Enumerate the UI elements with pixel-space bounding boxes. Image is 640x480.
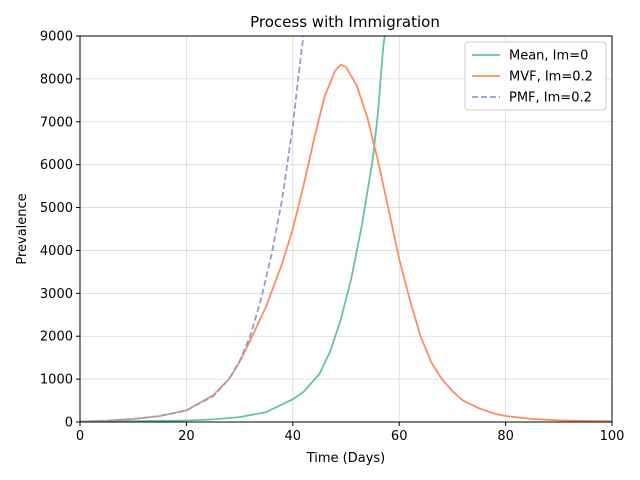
y-tick-label: 5000 [40, 201, 73, 216]
y-tick-label: 6000 [40, 158, 73, 173]
x-tick-label: 0 [76, 429, 84, 444]
legend-box [464, 41, 607, 111]
legend-label-0: Mean, Im=0 [509, 49, 588, 64]
x-tick-label: 20 [178, 429, 195, 444]
series-line-1 [80, 63, 612, 422]
series-line-0 [80, 36, 386, 422]
y-tick-label: 3000 [40, 287, 73, 302]
legend: Mean, Im=0 MVF, Im=0.2 PMF, Im=0.2 [464, 41, 607, 111]
y-tick-label: 1000 [40, 373, 73, 388]
y-tick-label: 0 [65, 416, 73, 431]
legend-label-1: MVF, Im=0.2 [509, 70, 593, 85]
y-tick-label: 7000 [40, 115, 73, 130]
x-tick-label: 80 [497, 429, 514, 444]
series-line-2 [80, 36, 305, 422]
legend-label-2: PMF, Im=0.2 [509, 91, 592, 106]
y-tick-label: 9000 [40, 30, 73, 45]
y-tick-label: 4000 [40, 244, 73, 259]
x-tick-label: 100 [600, 429, 625, 444]
y-tick-label: 8000 [40, 72, 73, 87]
x-axis-title: Time (Days) [306, 451, 386, 466]
x-tick-label: 40 [285, 429, 302, 444]
y-tick-label: 2000 [40, 330, 73, 345]
axis-ticks: 0 20 40 60 80 1000100020003000400050006000700… [40, 30, 625, 445]
chart-title: Process with Immigration [250, 13, 440, 31]
y-axis-title: Prevalence [15, 193, 30, 264]
series-lines [80, 36, 612, 422]
x-tick-label: 60 [391, 429, 408, 444]
plot-frame [79, 35, 613, 423]
